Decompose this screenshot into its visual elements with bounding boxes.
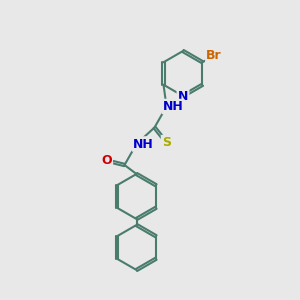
- Text: Br: Br: [206, 49, 222, 62]
- Text: N: N: [178, 89, 188, 103]
- Text: O: O: [101, 154, 112, 167]
- Text: S: S: [162, 136, 171, 149]
- Text: NH: NH: [133, 137, 154, 151]
- Text: NH: NH: [163, 100, 184, 113]
